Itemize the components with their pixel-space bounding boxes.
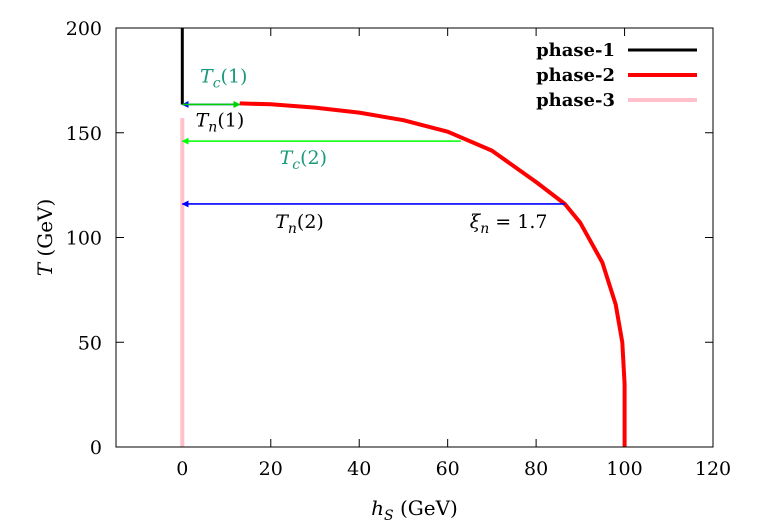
- y-tick-label: 200: [66, 18, 102, 40]
- legend-label-phase-2: phase-2: [536, 65, 615, 86]
- plot-frame: [115, 27, 714, 448]
- y-axis-label: T (GeV): [33, 199, 57, 277]
- legend-label-phase-3: phase-3: [536, 90, 615, 111]
- y-tick-label: 100: [66, 228, 102, 250]
- y-tick-label: 50: [78, 332, 102, 354]
- y-tick-label: 0: [90, 437, 102, 459]
- annotation-tn1: Tn(1): [196, 109, 245, 135]
- x-tick-label: 0: [176, 458, 188, 480]
- annotation-tc1: Tc(1): [200, 65, 247, 91]
- legend-label-phase-1: phase-1: [536, 40, 615, 61]
- annotation-tn2: Tn(2): [275, 211, 324, 237]
- annotation-xi: ξn = 1.7: [470, 211, 548, 237]
- x-tick-label: 60: [436, 458, 460, 480]
- x-tick-label: 80: [524, 458, 548, 480]
- x-tick-label: 100: [606, 458, 642, 480]
- x-tick-label: 20: [259, 458, 283, 480]
- annotation-tc2: Tc(2): [280, 147, 327, 173]
- x-axis-label: hS (GeV): [371, 496, 458, 524]
- x-tick-label: 40: [347, 458, 371, 480]
- x-tick-label: 120: [695, 458, 731, 480]
- y-tick-label: 150: [66, 123, 102, 145]
- series-phase-2-line: [239, 101, 627, 447]
